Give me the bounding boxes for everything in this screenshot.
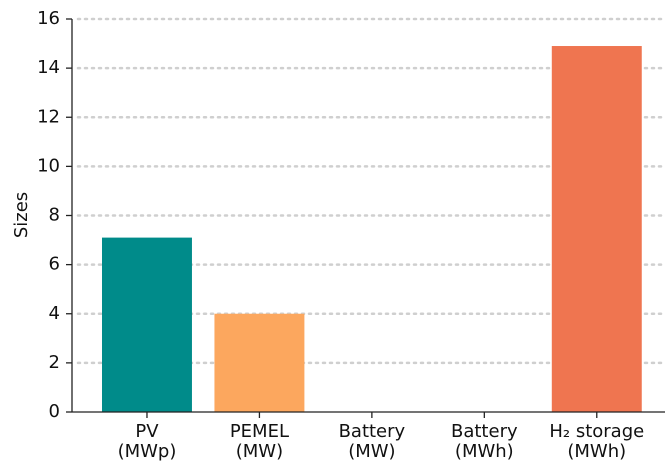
x-tick-label: H₂ storage (MWh) (549, 421, 644, 461)
x-tick-label: PEMEL (MW) (230, 421, 289, 461)
y-tick-label: 16 (37, 8, 60, 29)
y-tick-label: 0 (49, 401, 60, 422)
y-tick-label: 14 (37, 57, 60, 78)
y-axis-label: Sizes (11, 192, 32, 238)
y-tick-label: 10 (37, 155, 60, 176)
bar (214, 313, 305, 412)
y-tick-label: 8 (49, 205, 60, 226)
y-tick-label: 4 (49, 303, 60, 324)
bar (101, 237, 192, 412)
y-tick-label: 12 (37, 106, 60, 127)
x-tick-label: Battery (MW) (339, 421, 406, 461)
bar (551, 46, 642, 413)
y-tick-label: 6 (49, 254, 60, 275)
x-tick-label: Battery (MWh) (451, 421, 518, 461)
x-tick-label: PV (MWp) (118, 421, 177, 461)
y-tick-label: 2 (49, 352, 60, 373)
